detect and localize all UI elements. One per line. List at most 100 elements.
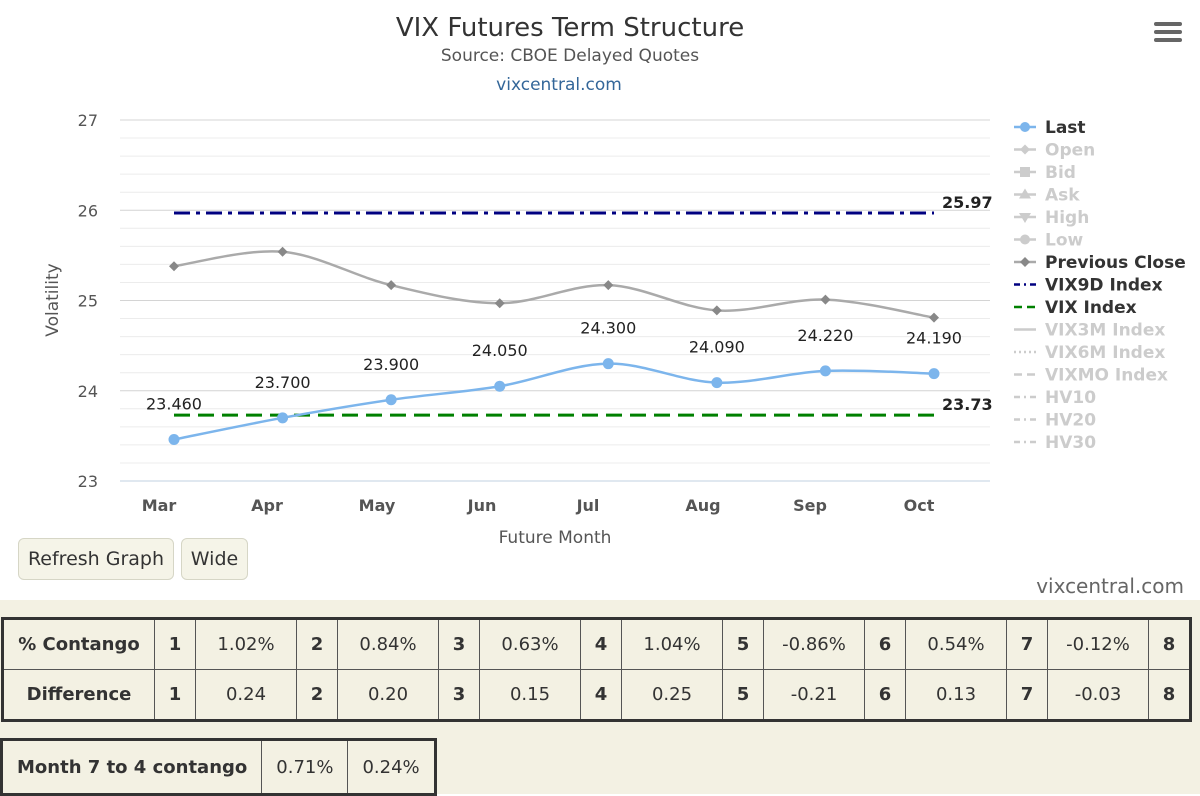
legend-marker-icon: [1020, 167, 1030, 177]
last-data-label: 24.300: [580, 319, 636, 338]
legend-item[interactable]: Low: [1045, 231, 1084, 251]
legend-item[interactable]: Previous Close: [1045, 253, 1186, 273]
contango-value: 0.54%: [905, 618, 1007, 670]
legend-item[interactable]: HV10: [1045, 388, 1096, 408]
month-number: 3: [438, 669, 480, 721]
previous-close-point: [603, 280, 614, 291]
contango-value: -0.12%: [1047, 618, 1149, 670]
last-data-label: 24.190: [906, 329, 962, 348]
previous-close-point: [929, 312, 939, 323]
previous-close-line: [173, 250, 935, 319]
wide-button[interactable]: Wide: [181, 538, 248, 580]
source-link[interactable]: vixcentral.com: [496, 75, 622, 95]
last-data-label: 23.460: [146, 394, 202, 413]
difference-value: 0.13: [905, 669, 1007, 721]
x-axis-title: Future Month: [499, 528, 612, 548]
chart-menu-icon[interactable]: [1154, 22, 1182, 46]
last-data-label: 23.700: [255, 373, 311, 392]
row-header: Difference: [2, 669, 155, 721]
month-number: 5: [722, 618, 764, 670]
legend-item[interactable]: VIX3M Index: [1045, 321, 1165, 341]
difference-value: -0.03: [1047, 669, 1149, 721]
last-point: [711, 377, 723, 389]
last-data-label: 23.900: [363, 355, 419, 374]
month-number: 8: [1148, 669, 1191, 721]
x-tick-label: May: [359, 496, 396, 515]
legend-item[interactable]: Ask: [1045, 186, 1080, 206]
previous-close-point: [277, 246, 288, 257]
y-tick-label: 25: [78, 292, 98, 311]
month-number: 7: [1006, 618, 1048, 670]
last-point: [928, 368, 940, 380]
y-axis-title: Volatility: [43, 263, 63, 336]
contango-table: % Contango 1 1.02% 2 0.84% 3 0.63% 4 1.0…: [1, 617, 1192, 722]
y-tick-label: 26: [78, 201, 98, 220]
contango-value: 1.04%: [621, 618, 723, 670]
vix-end-label: 23.73: [942, 395, 993, 414]
legend-marker-icon: [1020, 144, 1030, 155]
contango-value: -0.86%: [763, 618, 865, 670]
table-row: Difference 1 0.24 2 0.20 3 0.15 4 0.25 5…: [2, 669, 1191, 721]
legend-item[interactable]: Bid: [1045, 163, 1076, 183]
x-tick-label: Mar: [142, 496, 177, 515]
chart-container: VIX Futures Term Structure Source: CBOE D…: [43, 13, 1186, 548]
legend-marker-icon: [1020, 257, 1030, 267]
last-data-label: 24.050: [472, 341, 528, 360]
legend-marker-icon: [1020, 234, 1030, 245]
legend-item[interactable]: Open: [1045, 141, 1095, 161]
last-point: [168, 433, 180, 445]
difference-value: -0.21: [763, 669, 865, 721]
month-number: 1: [154, 669, 196, 721]
last-point: [494, 380, 506, 392]
month-number: 4: [580, 618, 622, 670]
month-number: 5: [722, 669, 764, 721]
difference-value: 0.20: [337, 669, 439, 721]
summary-value-2: 0.24%: [347, 739, 436, 795]
month-number: 6: [864, 618, 906, 670]
legend-item[interactable]: HV20: [1045, 411, 1096, 431]
last-data-label: 24.090: [689, 338, 745, 357]
legend-item[interactable]: VIX6M Index: [1045, 343, 1165, 363]
difference-value: 0.25: [621, 669, 723, 721]
last-point: [602, 358, 614, 370]
credit-text: vixcentral.com: [1036, 574, 1184, 598]
x-tick-label: Aug: [685, 496, 720, 515]
refresh-graph-button[interactable]: Refresh Graph: [18, 538, 174, 580]
month-number: 2: [296, 618, 338, 670]
previous-close-point: [169, 261, 179, 272]
legend-marker-icon: [1020, 122, 1030, 132]
legend-item[interactable]: VIX9D Index: [1045, 276, 1163, 296]
x-tick-label: Apr: [251, 496, 283, 515]
previous-close-point: [820, 294, 831, 305]
previous-close-point: [386, 280, 397, 291]
legend-item[interactable]: VIX Index: [1045, 298, 1137, 318]
legend-item[interactable]: VIXMO Index: [1045, 366, 1168, 386]
x-tick-label: Sep: [793, 496, 827, 515]
legend-item[interactable]: HV30: [1045, 433, 1096, 453]
y-tick-label: 23: [78, 472, 98, 491]
x-tick-label: Oct: [904, 496, 935, 515]
row-header: % Contango: [2, 618, 155, 670]
month-number: 7: [1006, 669, 1048, 721]
month-number: 4: [580, 669, 622, 721]
legend-marker-icon: [1019, 188, 1031, 199]
difference-value: 0.24: [195, 669, 297, 721]
legend-item[interactable]: High: [1045, 208, 1089, 228]
contango-value: 1.02%: [195, 618, 297, 670]
summary-value-1: 0.71%: [261, 739, 349, 795]
previous-close-point: [711, 305, 722, 316]
y-tick-label: 27: [78, 111, 98, 130]
vix9d-end-label: 25.97: [942, 193, 993, 212]
x-tick-label: Jul: [576, 496, 600, 515]
legend-item[interactable]: Last: [1045, 118, 1086, 138]
term-structure-chart: VIX Futures Term Structure Source: CBOE D…: [43, 13, 1186, 548]
y-tick-label: 24: [78, 382, 98, 401]
legend-marker-icon: [1019, 213, 1031, 223]
x-tick-label: Jun: [467, 496, 497, 515]
difference-value: 0.15: [479, 669, 581, 721]
month-number: 1: [154, 618, 196, 670]
last-point: [819, 365, 831, 377]
chart-subtitle: Source: CBOE Delayed Quotes: [441, 46, 699, 66]
table-row: % Contango 1 1.02% 2 0.84% 3 0.63% 4 1.0…: [2, 618, 1191, 670]
month-number: 3: [438, 618, 480, 670]
